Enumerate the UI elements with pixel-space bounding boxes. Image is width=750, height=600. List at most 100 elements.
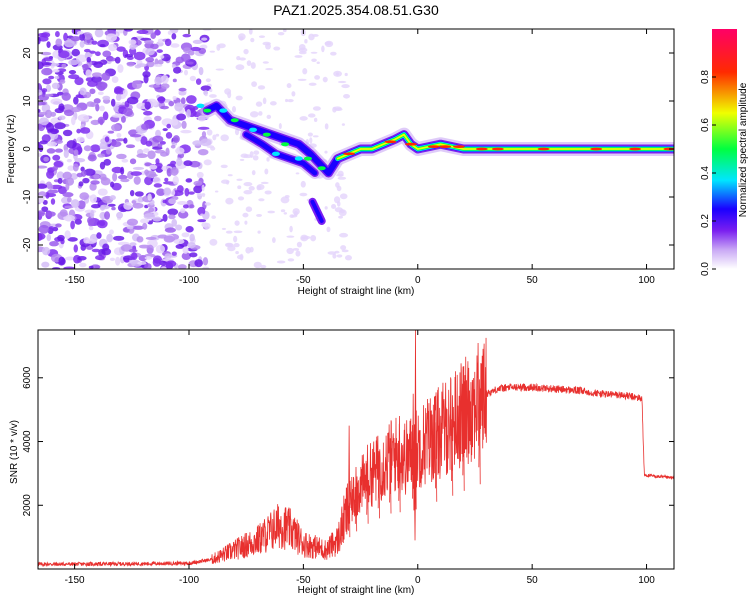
noise-blob xyxy=(192,39,203,45)
noise-blob xyxy=(236,254,244,260)
noise-blob xyxy=(243,48,249,55)
noise-blob xyxy=(185,226,194,233)
noise-blob xyxy=(157,96,166,104)
noise-blob xyxy=(110,98,116,107)
noise-blob xyxy=(156,49,163,53)
noise-blob xyxy=(258,35,266,39)
noise-blob xyxy=(144,39,154,45)
noise-blob xyxy=(340,245,347,251)
noise-blob xyxy=(343,93,350,99)
noise-blob xyxy=(145,236,157,241)
noise-blob xyxy=(133,176,141,185)
noise-blob xyxy=(170,43,180,48)
noise-blob xyxy=(59,79,66,84)
noise-blob xyxy=(182,33,191,38)
spectrogram-y-tick-label: 0 xyxy=(22,146,33,152)
noise-blob xyxy=(63,109,75,117)
noise-blob xyxy=(168,100,175,107)
noise-blob xyxy=(298,47,308,53)
noise-blob xyxy=(154,115,162,122)
noise-blob xyxy=(165,260,177,268)
noise-blob xyxy=(307,132,313,137)
noise-blob xyxy=(337,80,347,84)
noise-blob xyxy=(131,80,143,90)
noise-blob xyxy=(246,60,252,66)
noise-blob xyxy=(235,95,243,101)
noise-blob xyxy=(327,251,337,255)
noise-blob xyxy=(38,124,43,129)
noise-blob xyxy=(93,98,101,104)
noise-blob xyxy=(146,244,154,254)
noise-blob xyxy=(132,202,144,209)
noise-blob xyxy=(341,84,350,89)
noise-blob xyxy=(79,87,87,96)
noise-blob xyxy=(314,75,320,80)
noise-blob xyxy=(181,232,190,238)
noise-blob xyxy=(97,116,105,125)
colorbar-label: Normalized spectral amplitude xyxy=(738,82,749,217)
noise-blob xyxy=(68,74,80,80)
noise-blob xyxy=(62,192,74,198)
noise-blob xyxy=(172,95,177,101)
noise-blob xyxy=(45,122,55,132)
noise-blob xyxy=(115,138,126,142)
noise-blob xyxy=(73,244,78,253)
noise-blob xyxy=(189,252,198,258)
noise-blob xyxy=(338,215,343,219)
noise-blob xyxy=(77,200,86,210)
noise-blob xyxy=(102,111,109,121)
noise-blob xyxy=(182,246,189,254)
noise-blob xyxy=(153,63,163,67)
noise-blob xyxy=(206,145,215,148)
noise-blob xyxy=(111,124,121,132)
noise-blob xyxy=(53,160,64,168)
noise-blob xyxy=(181,120,187,129)
snr-y-axis: 2000 4000 6000 xyxy=(22,366,674,516)
noise-blob xyxy=(337,176,347,180)
noise-blob xyxy=(286,83,292,89)
snr-x-tick-label: 50 xyxy=(527,575,539,586)
noise-blob xyxy=(200,138,212,147)
noise-blob xyxy=(76,30,84,35)
noise-blob xyxy=(57,91,64,96)
noise-blob xyxy=(180,129,192,134)
noise-blob xyxy=(125,144,136,149)
noise-blob xyxy=(150,32,157,40)
noise-blob xyxy=(144,263,152,269)
noise-blob xyxy=(136,29,149,35)
noise-blob xyxy=(128,248,138,253)
noise-blob xyxy=(99,146,110,150)
noise-blob xyxy=(95,81,108,90)
noise-blob xyxy=(52,154,61,161)
noise-blob xyxy=(85,69,92,78)
noise-blob xyxy=(95,51,101,57)
noise-blob xyxy=(100,176,108,181)
snr-plot-area xyxy=(38,330,674,569)
noise-blob xyxy=(62,129,73,137)
spectrogram-x-tick-label: -50 xyxy=(296,275,311,286)
noise-blob xyxy=(154,58,159,66)
noise-blob xyxy=(333,106,342,111)
noise-blob xyxy=(190,46,201,52)
noise-blob xyxy=(140,218,150,224)
noise-blob xyxy=(160,83,170,89)
noise-blob xyxy=(260,181,269,185)
noise-blob xyxy=(262,61,269,64)
colorbar-tick-label: 0.6 xyxy=(700,118,711,132)
noise-blob xyxy=(277,31,285,36)
noise-blob xyxy=(326,226,331,233)
snr-panel: -150 -100 -50 0 50 100 2000 4000 6000 Height of… xyxy=(9,329,675,596)
noise-blob xyxy=(182,204,189,209)
noise-blob xyxy=(168,214,176,220)
noise-blob xyxy=(296,241,302,248)
noise-blob xyxy=(300,180,306,188)
noise-blob xyxy=(198,66,204,76)
noise-blob xyxy=(178,87,187,92)
noise-blob xyxy=(126,226,134,230)
noise-blob xyxy=(38,83,42,90)
noise-blob xyxy=(227,91,232,99)
noise-blob xyxy=(63,39,75,48)
spectrogram-x-axis: -150 -100 -50 0 50 100 xyxy=(65,29,655,286)
noise-blob xyxy=(86,56,92,63)
noise-blob xyxy=(120,166,125,175)
